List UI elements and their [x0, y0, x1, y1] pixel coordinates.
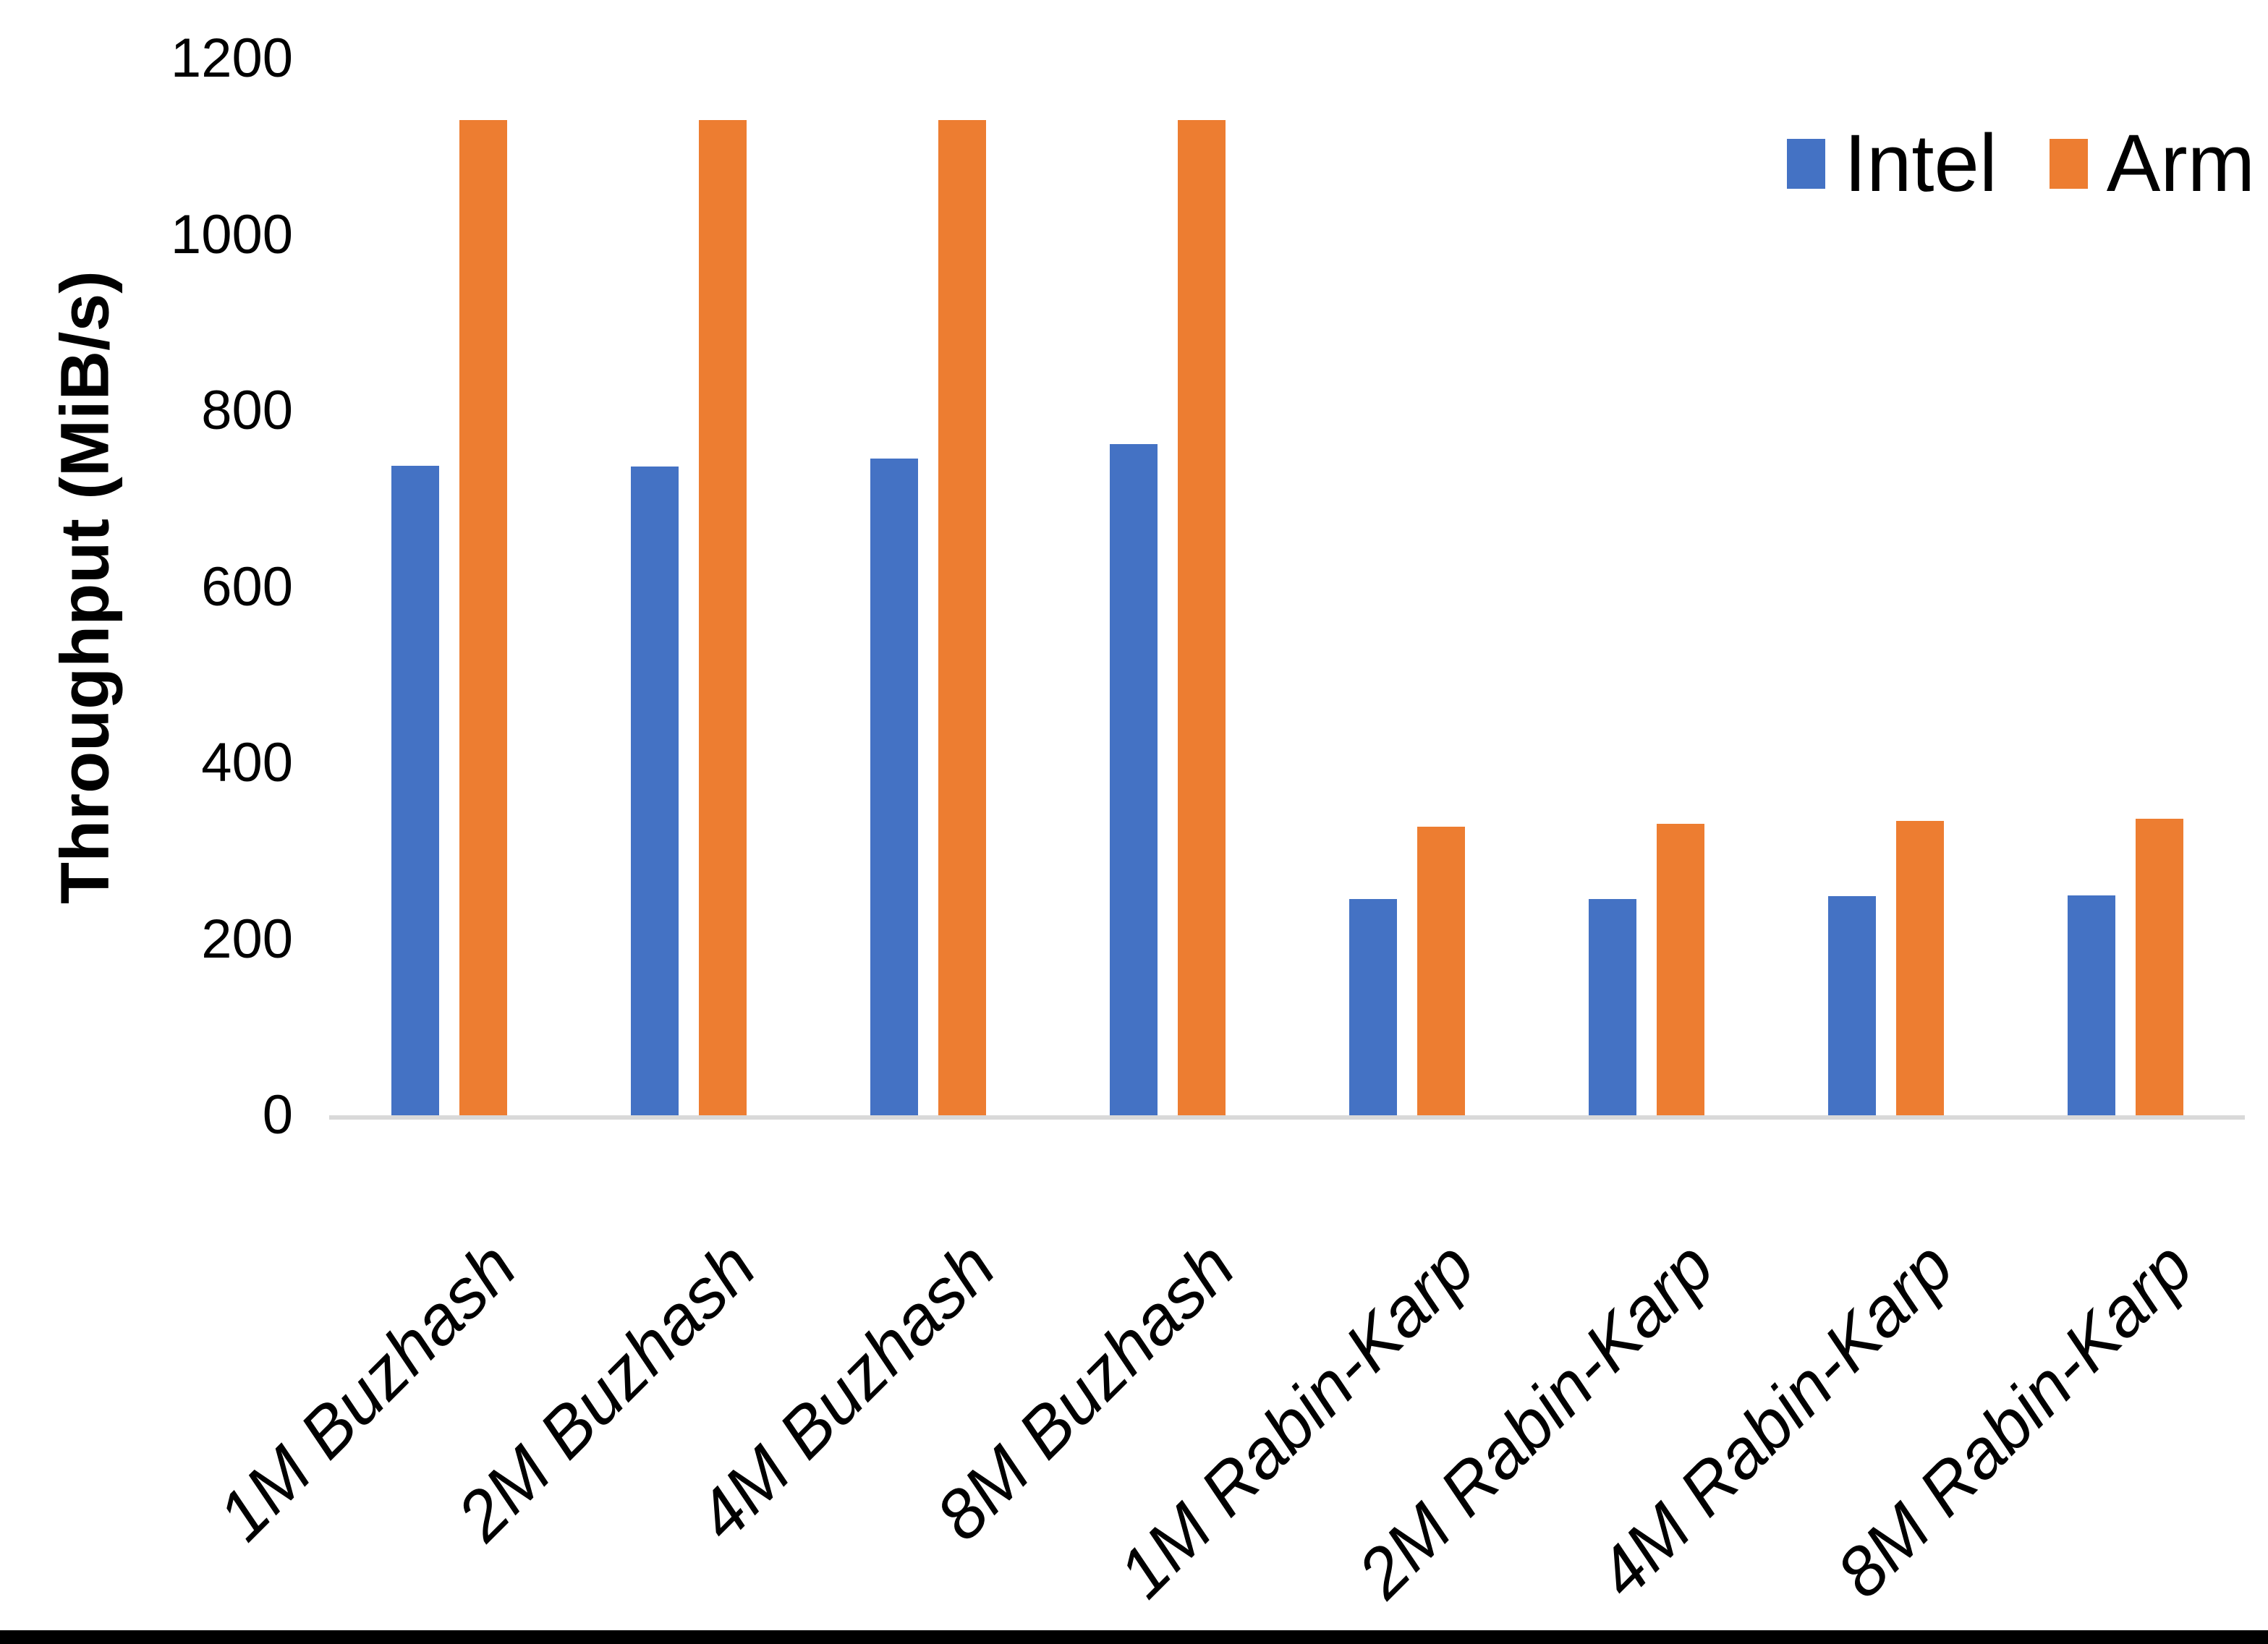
y-tick-label-800: 800 [201, 380, 293, 441]
plot-area [329, 59, 2245, 1120]
bar-intel-0 [391, 465, 439, 1115]
bar-intel-5 [1588, 898, 1636, 1115]
bottom-border-bar [0, 1630, 2268, 1644]
bar-group-7 [2005, 59, 2245, 1115]
bars-row [329, 59, 2245, 1115]
bar-arm-5 [1656, 824, 1704, 1115]
bar-group-3 [1048, 59, 1287, 1115]
bar-group-5 [1526, 59, 1766, 1115]
bar-arm-3 [1177, 120, 1226, 1115]
y-tick-label-200: 200 [201, 908, 293, 970]
bar-arm-7 [2135, 818, 2183, 1115]
bar-intel-7 [2067, 895, 2115, 1115]
bar-group-0 [329, 59, 569, 1115]
bar-intel-4 [1349, 898, 1397, 1115]
bar-arm-2 [938, 120, 986, 1115]
bar-group-1 [569, 59, 808, 1115]
y-tick-label-0: 0 [262, 1084, 293, 1146]
bar-group-4 [1287, 59, 1526, 1115]
bar-group-2 [808, 59, 1048, 1115]
legend-swatch-intel [1787, 138, 1825, 189]
y-axis-tick-labels: 0 200 400 600 800 1000 1200 [0, 0, 293, 1644]
y-tick-label-400: 400 [201, 732, 293, 793]
legend-label-intel: Intel [1844, 118, 1997, 208]
legend-item-intel: Intel [1787, 123, 1997, 204]
y-tick-label-1200: 1200 [170, 27, 293, 89]
legend-label-arm: Arm [2106, 118, 2255, 208]
bar-intel-6 [1827, 895, 1876, 1115]
y-tick-label-1000: 1000 [170, 203, 293, 265]
legend: Intel Arm [1787, 123, 2255, 204]
bar-arm-1 [698, 120, 747, 1115]
bar-arm-0 [459, 120, 507, 1115]
bar-intel-3 [1109, 444, 1158, 1115]
y-tick-label-600: 600 [201, 555, 293, 618]
bar-intel-1 [630, 466, 679, 1115]
legend-swatch-arm [2049, 138, 2088, 189]
legend-item-arm: Arm [2049, 118, 2255, 208]
bar-arm-6 [1895, 821, 1944, 1115]
bar-group-6 [1766, 59, 2005, 1115]
bar-arm-4 [1417, 826, 1465, 1115]
bar-intel-2 [870, 458, 918, 1115]
